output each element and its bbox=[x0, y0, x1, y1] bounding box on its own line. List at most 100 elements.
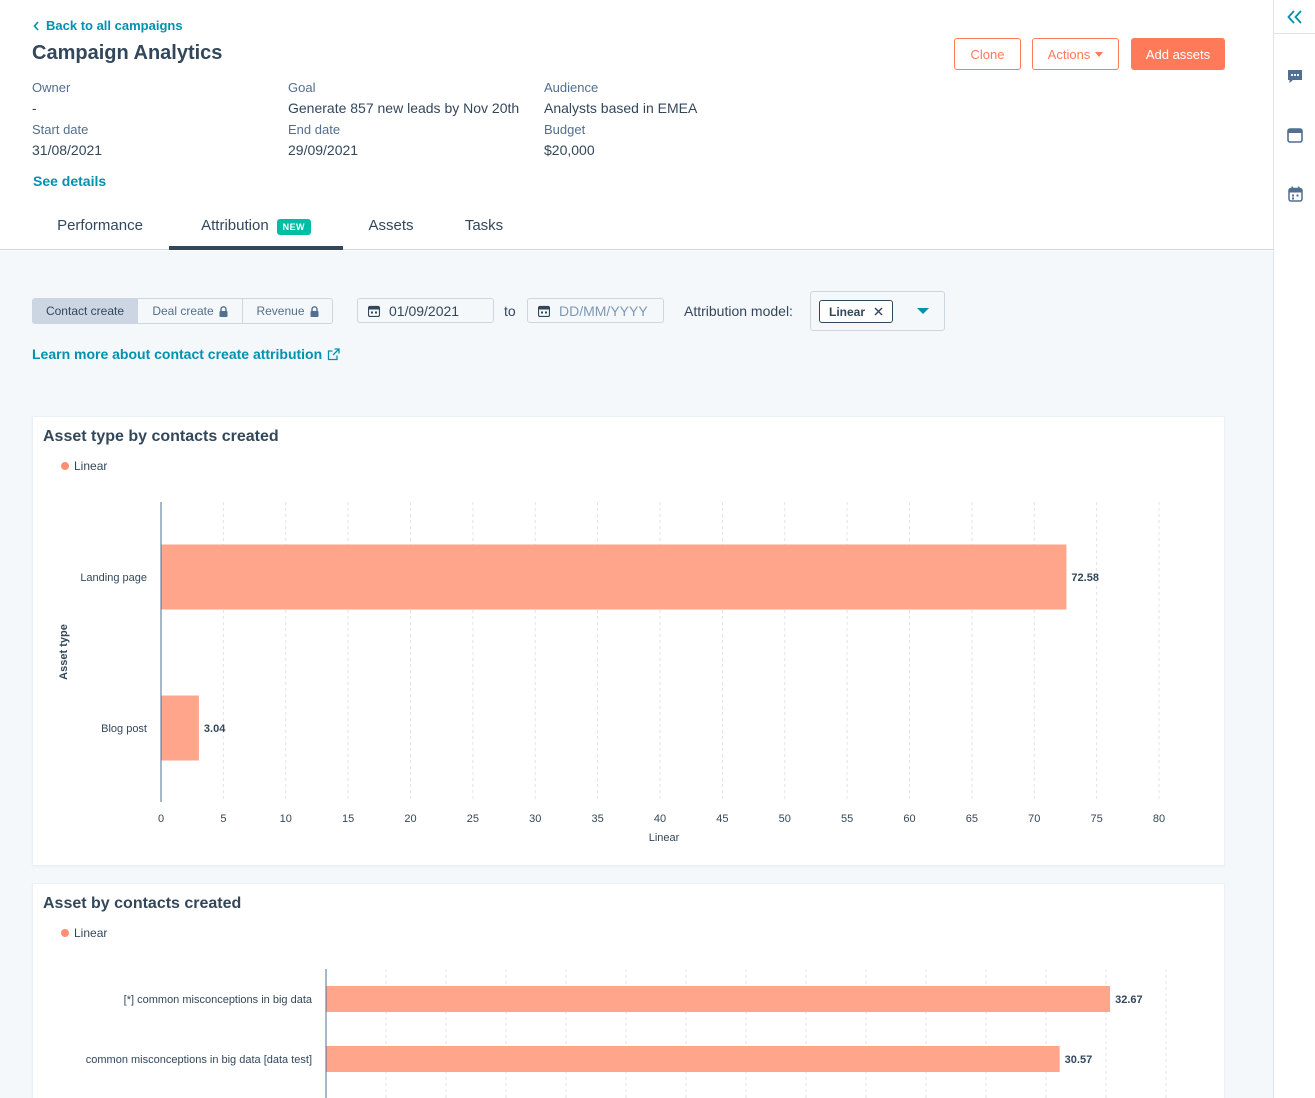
x-tick-label: 25 bbox=[467, 813, 479, 825]
x-tick-label: 50 bbox=[779, 813, 791, 825]
back-link[interactable]: Back to all campaigns bbox=[33, 18, 183, 33]
x-tick-label: 10 bbox=[280, 813, 292, 825]
category-label: Landing page bbox=[80, 572, 147, 584]
tab-assets-label: Assets bbox=[368, 217, 414, 234]
start-date-input[interactable] bbox=[389, 302, 479, 319]
y-axis-title: Asset type bbox=[58, 624, 70, 680]
external-link-icon bbox=[328, 347, 340, 360]
goal-label: Goal bbox=[288, 80, 316, 95]
back-link-label: Back to all campaigns bbox=[46, 18, 183, 33]
calendar-button[interactable] bbox=[1285, 184, 1305, 204]
attribution-tag[interactable]: Linear bbox=[819, 300, 894, 323]
attribution-tag-label: Linear bbox=[829, 304, 866, 319]
x-tick-label: 30 bbox=[529, 813, 541, 825]
tab-performance[interactable]: Performance bbox=[40, 205, 160, 250]
tab-tasks-label: Tasks bbox=[464, 217, 504, 234]
chart-legend[interactable]: Linear bbox=[61, 926, 107, 940]
start-date-field bbox=[357, 298, 494, 323]
actions-button-label: Actions bbox=[1047, 46, 1091, 62]
x-tick-label: 60 bbox=[903, 813, 915, 825]
segment-contact-create[interactable]: Contact create bbox=[33, 299, 138, 323]
x-tick-label: 55 bbox=[841, 813, 853, 825]
tab-tasks[interactable]: Tasks bbox=[450, 205, 518, 250]
category-label: common misconceptions in big data [data … bbox=[86, 1054, 312, 1066]
data-label: 72.58 bbox=[1071, 572, 1099, 584]
tab-performance-label: Performance bbox=[57, 217, 143, 234]
end-date-input[interactable] bbox=[559, 302, 649, 319]
caret-down-icon bbox=[1095, 51, 1104, 57]
segment-deal-create[interactable]: Deal create bbox=[138, 299, 243, 323]
asset-type-bar-chart: 0 5 10 15 20 25 30 35 40 45 50 55 60 65 70 75 80 Linear As… bbox=[58, 502, 1165, 844]
learn-more-link[interactable]: Learn more about contact create attribut… bbox=[32, 346, 340, 362]
x-tick-label: 15 bbox=[342, 813, 354, 825]
legend-label: Linear bbox=[74, 459, 108, 473]
chat-button[interactable] bbox=[1285, 66, 1305, 86]
x-tick-label: 0 bbox=[158, 813, 164, 825]
attribution-model-select[interactable]: Linear bbox=[810, 291, 945, 331]
bar bbox=[161, 695, 199, 761]
start-date-value: 31/08/2021 bbox=[32, 142, 103, 158]
owner-value: - bbox=[32, 100, 37, 116]
right-sidebar bbox=[1273, 0, 1315, 1098]
attribution-content: Contact create Deal create Revenue to At… bbox=[0, 251, 1273, 1098]
to-label: to bbox=[504, 303, 516, 319]
asset-chart-card: Asset by contacts created Linear [*] com… bbox=[32, 883, 1225, 1098]
tab-attribution-label: Attribution bbox=[201, 217, 269, 234]
chevron-left-icon bbox=[33, 20, 39, 31]
double-chevron-left-icon bbox=[1287, 9, 1302, 24]
x-axis-title: Linear bbox=[649, 832, 680, 844]
bar bbox=[326, 986, 1111, 1012]
goal-value: Generate 857 new leads by Nov 20th bbox=[288, 100, 520, 116]
budget-value: $20,000 bbox=[544, 142, 595, 158]
legend-swatch bbox=[61, 929, 69, 937]
calendar-icon bbox=[538, 305, 550, 317]
end-date-value: 29/09/2021 bbox=[288, 142, 359, 158]
attribution-type-toggle: Contact create Deal create Revenue bbox=[32, 298, 333, 324]
x-tick-label: 75 bbox=[1091, 813, 1103, 825]
segment-contact-create-label: Contact create bbox=[45, 304, 125, 318]
page-title: Campaign Analytics bbox=[32, 42, 223, 64]
lock-icon bbox=[310, 305, 319, 317]
browser-window-icon bbox=[1287, 127, 1303, 143]
segment-revenue-label: Revenue bbox=[256, 304, 305, 318]
x-tick-label: 40 bbox=[654, 813, 666, 825]
see-details-link[interactable]: See details bbox=[33, 173, 107, 189]
close-icon[interactable] bbox=[874, 307, 883, 316]
segment-deal-create-label: Deal create bbox=[152, 304, 214, 318]
x-tick-label: 65 bbox=[966, 813, 978, 825]
collapse-sidebar-button[interactable] bbox=[1274, 0, 1315, 34]
budget-label: Budget bbox=[544, 122, 586, 137]
calendar-icon bbox=[368, 305, 380, 317]
segment-revenue[interactable]: Revenue bbox=[243, 299, 332, 323]
add-assets-button[interactable]: Add assets bbox=[1131, 38, 1225, 70]
attribution-model-label: Attribution model: bbox=[684, 303, 793, 319]
bar bbox=[161, 544, 1067, 610]
legend-label: Linear bbox=[74, 926, 108, 940]
chevron-down-icon[interactable] bbox=[917, 308, 929, 314]
clone-button[interactable]: Clone bbox=[954, 38, 1021, 70]
data-label: 32.67 bbox=[1115, 994, 1143, 1006]
preview-button[interactable] bbox=[1285, 125, 1305, 145]
x-tick-label: 80 bbox=[1153, 813, 1165, 825]
chat-icon bbox=[1288, 69, 1302, 83]
legend-swatch bbox=[61, 462, 69, 470]
calendar-icon bbox=[1287, 186, 1303, 202]
x-tick-label: 5 bbox=[220, 813, 226, 825]
chart-title: Asset by contacts created bbox=[43, 895, 242, 912]
actions-button[interactable]: Actions bbox=[1032, 38, 1119, 70]
main-area: Back to all campaigns Campaign Analytics… bbox=[0, 18, 1273, 1098]
tab-attribution[interactable]: Attribution NEW bbox=[169, 205, 343, 250]
category-label: Blog post bbox=[101, 723, 147, 735]
learn-more-label: Learn more about contact create attribut… bbox=[32, 346, 323, 362]
bar bbox=[326, 1046, 1060, 1072]
asset-type-chart-card: Asset type by contacts created Linear 0 5… bbox=[32, 416, 1225, 866]
tab-assets[interactable]: Assets bbox=[352, 205, 430, 250]
data-label: 3.04 bbox=[204, 723, 226, 735]
x-tick-label: 45 bbox=[716, 813, 728, 825]
end-date-field bbox=[527, 298, 664, 323]
x-tick-label: 35 bbox=[592, 813, 604, 825]
x-tick-label: 70 bbox=[1028, 813, 1040, 825]
chart-legend[interactable]: Linear bbox=[61, 459, 107, 473]
data-label: 30.57 bbox=[1065, 1054, 1093, 1066]
audience-value: Analysts based in EMEA bbox=[544, 100, 698, 116]
